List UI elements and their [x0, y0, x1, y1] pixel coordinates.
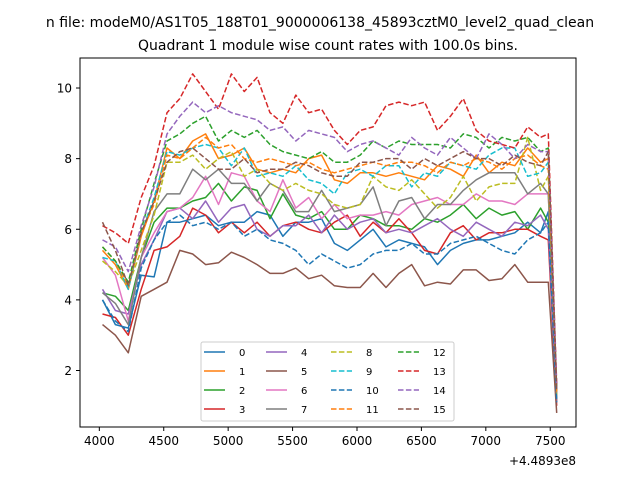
series-line-9: [102, 143, 558, 392]
series-line-8: [102, 136, 558, 396]
legend-label-2: 2: [239, 386, 245, 397]
legend-label-11: 11: [366, 405, 379, 416]
y-tick-label: 8: [64, 152, 72, 166]
series-line-3: [102, 207, 558, 406]
series-line-13: [102, 73, 558, 385]
x-tick-label: 5500: [277, 434, 308, 448]
x-tick-label: 4500: [148, 434, 179, 448]
y-tick-label: 10: [57, 82, 72, 96]
y-tick-label: 2: [64, 364, 72, 378]
series-line-5: [102, 249, 558, 413]
legend-label-10: 10: [366, 386, 379, 397]
legend-label-12: 12: [433, 348, 446, 359]
series-line-10: [101, 214, 558, 403]
x-tick-label: 6000: [342, 434, 373, 448]
series-line-7: [102, 168, 558, 396]
x-tick-label: 7500: [535, 434, 566, 448]
y-axis: 2 4 6 8 10: [57, 82, 80, 378]
series-line-11: [101, 136, 558, 392]
legend-label-5: 5: [301, 367, 307, 378]
legend-label-8: 8: [366, 348, 372, 359]
plot-frame: [79, 57, 577, 428]
legend-label-3: 3: [239, 405, 245, 416]
x-tick-label: 5000: [213, 434, 244, 448]
series-line-14: [102, 101, 558, 389]
x-axis: 4000 4500 5000 5500 6000 6500 7000 7500: [84, 427, 566, 448]
legend-label-13: 13: [433, 367, 446, 378]
x-tick-label: 6500: [406, 434, 437, 448]
series-layer: [101, 73, 558, 413]
chart-title: Quadrant 1 module wise count rates with …: [138, 38, 518, 54]
legend-label-6: 6: [301, 386, 307, 397]
legend-label-1: 1: [239, 367, 245, 378]
legend-label-0: 0: [239, 348, 245, 359]
x-tick-label: 4000: [84, 434, 115, 448]
series-line-0: [101, 210, 558, 399]
legend-label-9: 9: [366, 367, 372, 378]
legend-label-4: 4: [301, 348, 307, 359]
figure-suptitle: n file: modeM0/AS1T05_188T01_9000006138_…: [46, 15, 594, 31]
legend-label-7: 7: [301, 405, 307, 416]
series-line-15: [101, 147, 558, 392]
legend-frame: [200, 341, 455, 422]
series-line-12: [101, 115, 558, 389]
y-tick-label: 4: [64, 293, 72, 307]
x-tick-label: 7000: [471, 434, 502, 448]
y-tick-label: 6: [64, 223, 72, 237]
legend-label-14: 14: [433, 386, 446, 397]
x-axis-offset-label: +4.4893e8: [509, 454, 576, 468]
legend-label-15: 15: [433, 405, 446, 416]
